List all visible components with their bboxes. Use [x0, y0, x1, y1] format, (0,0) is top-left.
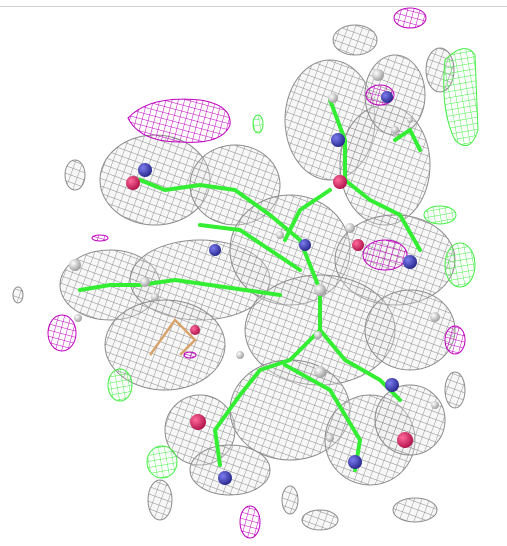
page — [0, 0, 507, 546]
density-view — [0, 0, 507, 546]
gray-density-mesh — [13, 25, 465, 530]
